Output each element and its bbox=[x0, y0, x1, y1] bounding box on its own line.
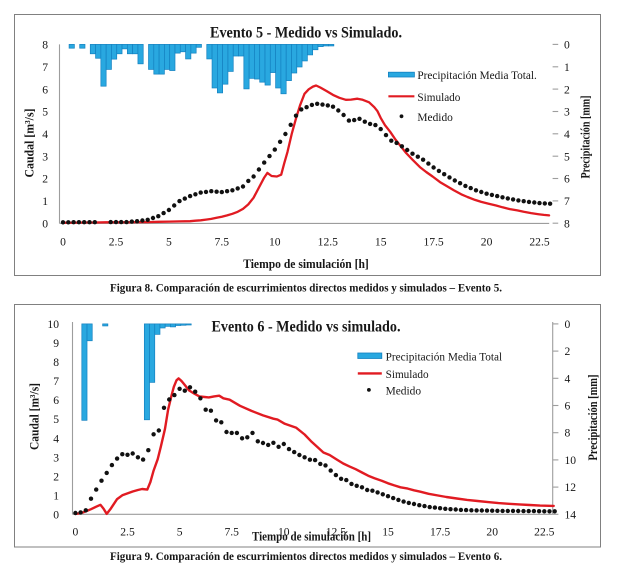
svg-text:Simulado: Simulado bbox=[417, 90, 460, 104]
svg-text:8: 8 bbox=[565, 427, 571, 440]
svg-text:8: 8 bbox=[564, 217, 570, 230]
svg-text:10: 10 bbox=[565, 454, 577, 467]
svg-text:Medido: Medido bbox=[386, 383, 422, 397]
svg-text:0: 0 bbox=[73, 525, 79, 538]
svg-text:0: 0 bbox=[564, 39, 570, 52]
svg-text:3: 3 bbox=[564, 106, 570, 119]
svg-text:Figura 8. Comparación de escur: Figura 8. Comparación de escurrimientos … bbox=[110, 281, 502, 295]
svg-text:7.5: 7.5 bbox=[224, 525, 239, 538]
svg-text:Tiempo de simulación [h]: Tiempo de simulación [h] bbox=[243, 256, 369, 271]
svg-text:6: 6 bbox=[564, 173, 570, 186]
svg-text:20: 20 bbox=[481, 236, 493, 249]
svg-text:5: 5 bbox=[564, 150, 570, 163]
svg-text:15: 15 bbox=[375, 236, 387, 249]
svg-text:10: 10 bbox=[47, 318, 59, 331]
svg-text:12.5: 12.5 bbox=[318, 236, 338, 249]
svg-text:Caudal [m³/s]: Caudal [m³/s] bbox=[23, 109, 37, 178]
svg-text:3: 3 bbox=[42, 150, 48, 163]
svg-text:2.5: 2.5 bbox=[120, 525, 135, 538]
svg-text:5: 5 bbox=[166, 236, 172, 249]
svg-text:4: 4 bbox=[564, 128, 570, 141]
svg-text:8: 8 bbox=[53, 356, 59, 369]
svg-text:1: 1 bbox=[564, 61, 570, 74]
svg-text:17.5: 17.5 bbox=[423, 236, 443, 249]
svg-text:12: 12 bbox=[565, 481, 577, 494]
svg-text:Precipitación [mm]: Precipitación [mm] bbox=[586, 375, 600, 461]
svg-text:Evento 5 - Medido vs Simulado.: Evento 5 - Medido vs Simulado. bbox=[210, 25, 402, 42]
svg-text:Figura 9. Comparación de escur: Figura 9. Comparación de escurrimientos … bbox=[110, 549, 502, 563]
svg-text:Precipitación [mm]: Precipitación [mm] bbox=[578, 96, 592, 179]
svg-text:Caudal [m³/s]: Caudal [m³/s] bbox=[28, 383, 42, 450]
svg-text:Precipitación Media Total: Precipitación Media Total bbox=[386, 349, 503, 363]
svg-text:8: 8 bbox=[42, 39, 48, 52]
svg-text:7: 7 bbox=[564, 195, 570, 208]
svg-text:1: 1 bbox=[53, 489, 59, 502]
svg-text:4: 4 bbox=[565, 372, 571, 385]
svg-text:6: 6 bbox=[565, 400, 571, 413]
svg-text:5: 5 bbox=[177, 525, 183, 538]
svg-text:14: 14 bbox=[565, 508, 577, 521]
svg-text:0: 0 bbox=[60, 236, 66, 249]
svg-text:17.5: 17.5 bbox=[430, 525, 450, 538]
svg-text:20: 20 bbox=[486, 525, 498, 538]
svg-text:6: 6 bbox=[42, 83, 48, 96]
svg-text:3: 3 bbox=[53, 451, 59, 464]
svg-text:6: 6 bbox=[53, 394, 59, 407]
svg-text:0: 0 bbox=[565, 318, 571, 331]
svg-text:7.5: 7.5 bbox=[215, 236, 230, 249]
svg-text:12.5: 12.5 bbox=[326, 525, 346, 538]
svg-text:2: 2 bbox=[53, 470, 59, 483]
svg-text:4: 4 bbox=[42, 128, 48, 141]
svg-text:1: 1 bbox=[42, 195, 48, 208]
svg-text:5: 5 bbox=[53, 413, 59, 426]
svg-text:2.5: 2.5 bbox=[109, 236, 124, 249]
svg-text:22.5: 22.5 bbox=[529, 236, 549, 249]
svg-text:2: 2 bbox=[565, 345, 571, 358]
svg-text:15: 15 bbox=[382, 525, 394, 538]
svg-text:22.5: 22.5 bbox=[534, 525, 554, 538]
svg-text:Tiempo de simulación [h]: Tiempo de simulación [h] bbox=[252, 529, 371, 544]
svg-text:Evento 6 - Medido vs simulado.: Evento 6 - Medido vs simulado. bbox=[212, 318, 401, 335]
svg-text:2: 2 bbox=[42, 173, 48, 186]
svg-text:7: 7 bbox=[53, 375, 59, 388]
svg-text:9: 9 bbox=[53, 337, 59, 350]
svg-text:4: 4 bbox=[53, 432, 59, 445]
svg-text:10: 10 bbox=[269, 236, 281, 249]
svg-text:0: 0 bbox=[53, 508, 59, 521]
svg-text:2: 2 bbox=[564, 83, 570, 96]
svg-text:7: 7 bbox=[42, 61, 48, 74]
svg-text:0: 0 bbox=[42, 217, 48, 230]
svg-text:5: 5 bbox=[42, 106, 48, 119]
svg-text:Precipitación Media Total.: Precipitación Media Total. bbox=[417, 68, 537, 82]
svg-text:Medido: Medido bbox=[417, 110, 453, 124]
svg-text:10: 10 bbox=[278, 525, 290, 538]
svg-text:Simulado: Simulado bbox=[386, 367, 429, 381]
